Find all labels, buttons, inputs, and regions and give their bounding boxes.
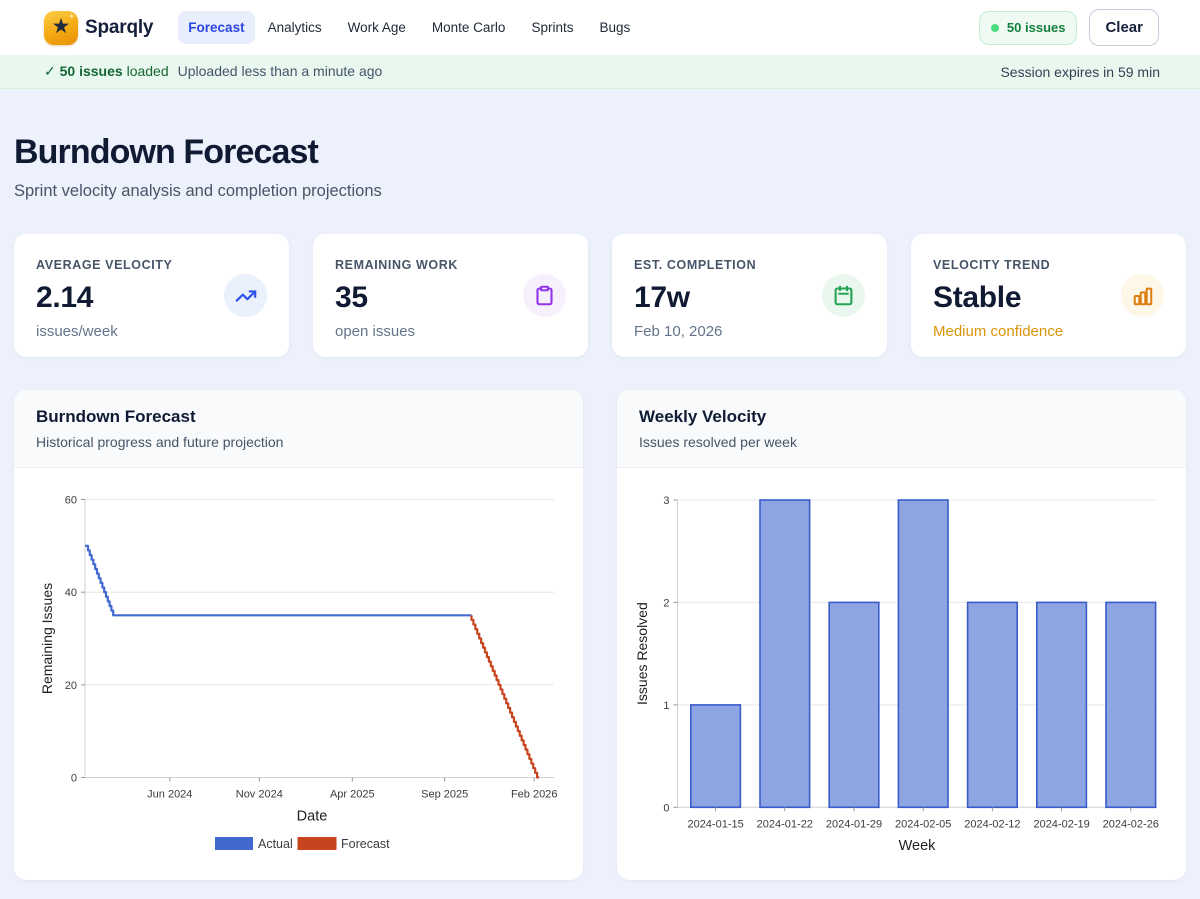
svg-text:Issues Resolved: Issues Resolved — [634, 602, 650, 705]
svg-text:0: 0 — [663, 802, 669, 814]
svg-text:Jun 2024: Jun 2024 — [147, 789, 192, 801]
svg-text:Nov 2024: Nov 2024 — [236, 789, 283, 801]
svg-text:2024-01-15: 2024-01-15 — [687, 819, 743, 831]
svg-text:2024-02-19: 2024-02-19 — [1033, 819, 1089, 831]
svg-text:20: 20 — [65, 680, 77, 692]
svg-text:2024-02-12: 2024-02-12 — [964, 819, 1020, 831]
svg-text:Forecast: Forecast — [341, 837, 390, 851]
svg-text:3: 3 — [663, 495, 669, 507]
svg-text:Week: Week — [899, 838, 937, 854]
svg-text:2024-02-05: 2024-02-05 — [895, 819, 951, 831]
svg-text:Feb 2026: Feb 2026 — [511, 789, 557, 801]
svg-text:2024-01-22: 2024-01-22 — [757, 819, 813, 831]
svg-text:Date: Date — [297, 809, 328, 825]
svg-text:Apr 2025: Apr 2025 — [330, 789, 375, 801]
svg-text:40: 40 — [65, 587, 77, 599]
svg-text:0: 0 — [71, 773, 77, 785]
svg-text:1: 1 — [663, 700, 669, 712]
svg-text:Sep 2025: Sep 2025 — [421, 789, 468, 801]
svg-text:2: 2 — [663, 597, 669, 609]
svg-text:Actual: Actual — [258, 837, 293, 851]
svg-text:2024-01-29: 2024-01-29 — [826, 819, 882, 831]
svg-text:Remaining Issues: Remaining Issues — [39, 583, 55, 694]
svg-text:2024-02-26: 2024-02-26 — [1103, 819, 1159, 831]
svg-text:60: 60 — [65, 495, 77, 507]
